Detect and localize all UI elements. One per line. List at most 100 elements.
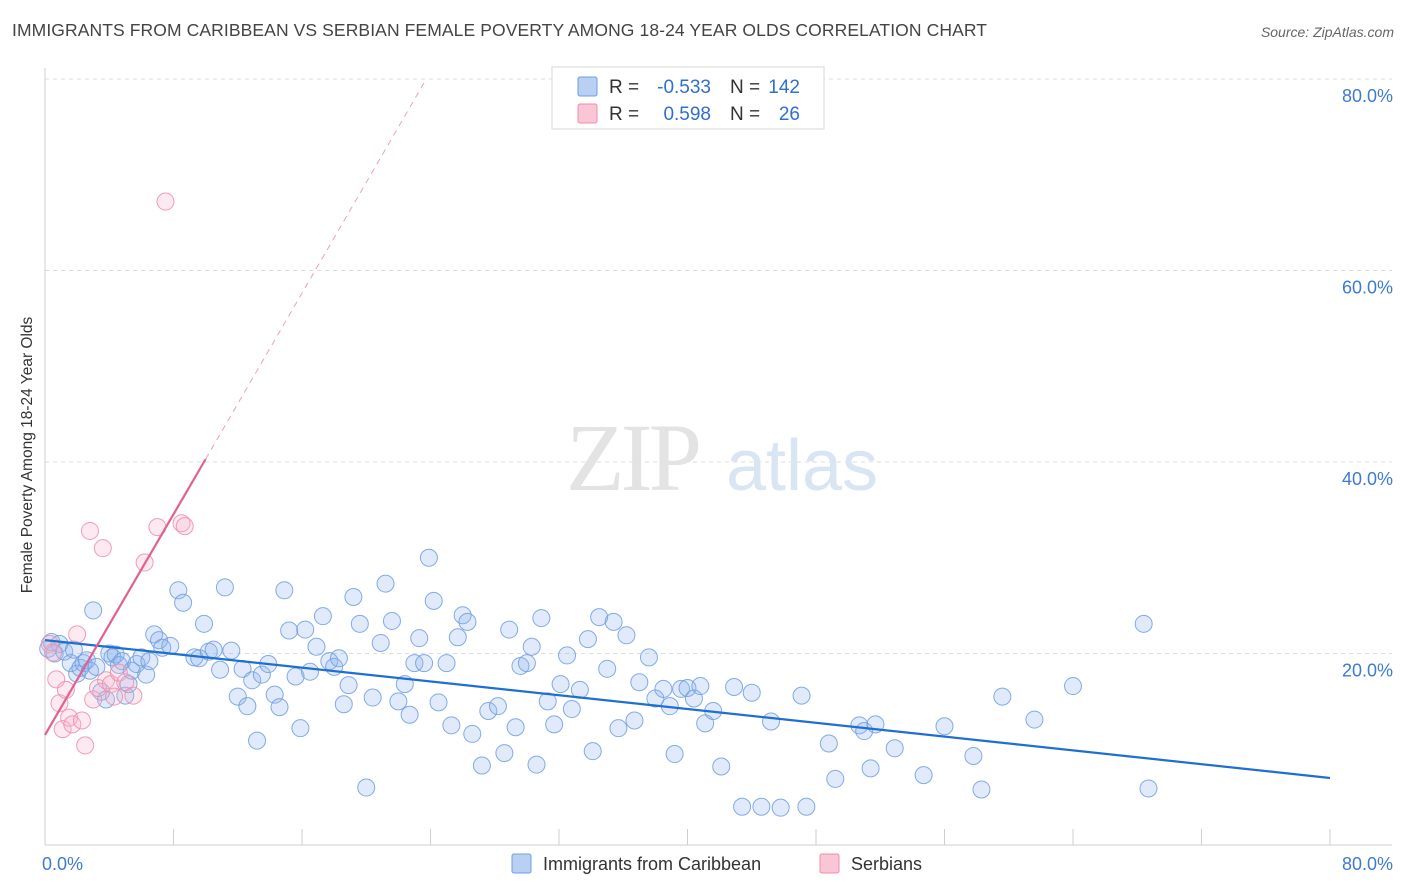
- x-tick-label: 80.0%: [1342, 854, 1393, 874]
- watermark-atlas: atlas: [726, 426, 878, 506]
- caribbean-point: [654, 679, 673, 698]
- caribbean-point: [972, 780, 991, 799]
- caribbean-point: [733, 797, 752, 816]
- caribbean-point: [145, 625, 164, 644]
- caribbean-point: [665, 745, 684, 764]
- caribbean-point: [725, 678, 744, 697]
- caribbean-point: [339, 676, 358, 695]
- y-tick-label: 80.0%: [1342, 86, 1393, 106]
- caribbean-point: [752, 797, 771, 816]
- legend-label-caribbean: Immigrants from Caribbean: [543, 854, 761, 874]
- caribbean-point: [119, 675, 138, 694]
- caribbean-point: [538, 692, 557, 711]
- caribbean-point: [389, 692, 408, 711]
- caribbean-point: [639, 648, 658, 667]
- caribbean-point: [280, 621, 299, 640]
- watermark: ZIP atlas: [566, 404, 878, 511]
- caribbean-point: [463, 724, 482, 743]
- y-tick-label: 20.0%: [1342, 661, 1393, 681]
- caribbean-point: [762, 712, 781, 731]
- stats-r-value-serbian: 0.598: [663, 104, 711, 125]
- caribbean-trend-line: [44, 639, 1331, 780]
- caribbean-point: [935, 717, 954, 736]
- stats-legend-box: R = -0.533 N = 142 R = 0.598 N = 26: [551, 66, 825, 130]
- serbian-point: [80, 521, 99, 540]
- gridlines: [45, 78, 1392, 654]
- caribbean-point: [590, 608, 609, 627]
- caribbean-point: [382, 611, 401, 630]
- stats-swatch-caribbean: [577, 76, 598, 97]
- caribbean-point: [363, 688, 382, 707]
- caribbean-point: [551, 675, 570, 694]
- caribbean-point: [344, 588, 363, 607]
- caribbean-point: [64, 640, 83, 659]
- stats-r-value-caribbean: -0.533: [657, 77, 711, 98]
- caribbean-point: [238, 697, 257, 716]
- caribbean-point: [442, 716, 461, 735]
- caribbean-point: [479, 701, 498, 720]
- caribbean-point: [222, 641, 241, 660]
- bottom-legend: Immigrants from Caribbean Serbians: [511, 853, 922, 874]
- serbian-point: [63, 715, 82, 734]
- caribbean-point: [113, 652, 132, 671]
- caribbean-point: [488, 697, 507, 716]
- stats-n-label-serbian: N =: [730, 104, 760, 125]
- serbian-point: [124, 686, 143, 705]
- caribbean-point: [313, 607, 332, 626]
- caribbean-point: [604, 612, 623, 631]
- caribbean-point: [1025, 710, 1044, 729]
- caribbean-point: [429, 693, 448, 712]
- y-tick-labels: 20.0% 40.0% 60.0% 80.0%: [1342, 86, 1393, 681]
- serbian-point: [175, 517, 194, 536]
- caribbean-point: [204, 640, 223, 659]
- caribbean-point: [424, 591, 443, 610]
- serbian-point: [105, 687, 124, 706]
- caribbean-point: [495, 744, 514, 763]
- caribbean-point: [964, 746, 983, 765]
- caribbean-point: [106, 645, 125, 664]
- caribbean-point: [334, 695, 353, 714]
- caribbean-point: [625, 711, 644, 730]
- y-tick-label: 60.0%: [1342, 278, 1393, 298]
- stats-r-label-caribbean: R =: [609, 77, 639, 98]
- caribbean-point: [826, 769, 845, 788]
- serbian-trend-line: [44, 458, 207, 736]
- serbian-point: [44, 643, 63, 662]
- source-label: Source: ZipAtlas.com: [1260, 24, 1394, 40]
- chart-title: IMMIGRANTS FROM CARIBBEAN VS SERBIAN FEM…: [12, 20, 988, 40]
- caribbean-point: [558, 646, 577, 665]
- y-tick-label: 40.0%: [1342, 469, 1393, 489]
- serbian-point: [53, 720, 72, 739]
- series-serbian-points: [40, 192, 194, 755]
- caribbean-point: [376, 574, 395, 593]
- caribbean-point: [517, 654, 536, 673]
- caribbean-point: [329, 649, 348, 668]
- caribbean-point: [405, 654, 424, 673]
- caribbean-point: [84, 601, 103, 620]
- serbian-point: [68, 625, 87, 644]
- stats-n-value-serbian: 26: [779, 104, 800, 125]
- caribbean-point: [771, 798, 790, 817]
- serbian-point: [109, 663, 128, 682]
- caribbean-point: [792, 686, 811, 705]
- x-tick-label: 0.0%: [42, 854, 83, 874]
- caribbean-point: [400, 705, 419, 724]
- caribbean-point: [437, 654, 456, 673]
- serbian-point: [72, 711, 91, 730]
- caribbean-point: [307, 637, 326, 656]
- caribbean-point: [691, 677, 710, 696]
- serbian-point: [172, 514, 191, 533]
- stats-n-value-caribbean: 142: [768, 77, 800, 98]
- caribbean-point: [672, 679, 691, 698]
- caribbean-point: [103, 648, 122, 667]
- caribbean-point: [472, 756, 491, 775]
- caribbean-point: [527, 755, 546, 774]
- stats-swatch-serbian: [577, 103, 598, 124]
- caribbean-point: [609, 719, 628, 738]
- caribbean-point: [448, 628, 467, 647]
- caribbean-point: [215, 578, 234, 597]
- caribbean-point: [195, 614, 214, 633]
- caribbean-point: [419, 548, 438, 567]
- caribbean-point: [500, 620, 519, 639]
